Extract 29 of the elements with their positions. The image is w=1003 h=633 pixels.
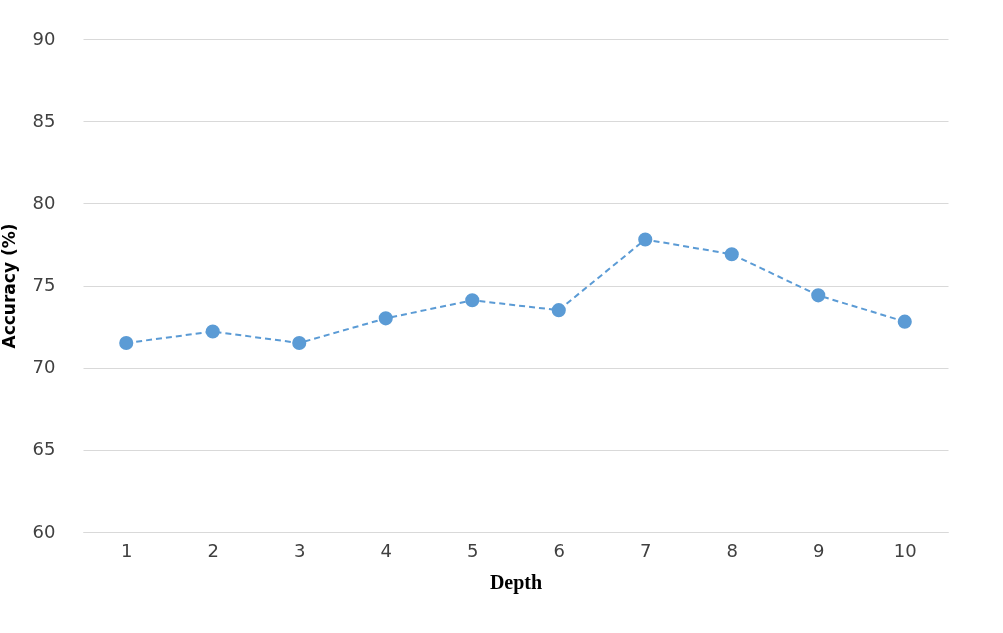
point — [205, 324, 220, 339]
x-tick-label: 4 — [380, 539, 392, 561]
point — [638, 232, 653, 247]
point — [119, 335, 134, 351]
y-tick-label: 90 — [32, 27, 56, 49]
x-tick-label: 9 — [813, 539, 825, 561]
x-tick-label: 8 — [726, 539, 738, 561]
x-tick-label: 2 — [207, 539, 219, 561]
point — [465, 293, 480, 308]
point — [811, 288, 826, 303]
x-tick-label: 7 — [640, 539, 652, 561]
x-tick-label: 3 — [294, 539, 306, 561]
point — [724, 247, 739, 262]
point — [292, 335, 307, 351]
x-tick-label: 10 — [893, 539, 917, 561]
y-axis-title: Accuracy (%) — [0, 223, 19, 349]
point — [378, 311, 393, 326]
x-tick-label: 1 — [121, 539, 133, 561]
x-axis-title: Depth — [489, 570, 543, 594]
y-tick-label: 70 — [32, 356, 56, 378]
x-tick-label: 6 — [553, 539, 565, 561]
y-tick-label: 75 — [32, 274, 56, 295]
point — [551, 303, 566, 318]
y-tick-label: 80 — [32, 191, 56, 213]
point — [897, 314, 912, 329]
y-tick-label: 85 — [32, 109, 56, 131]
y-tick-label: 60 — [32, 520, 56, 542]
y-tick-label: 65 — [32, 438, 56, 460]
x-tick-label: 5 — [467, 539, 479, 561]
